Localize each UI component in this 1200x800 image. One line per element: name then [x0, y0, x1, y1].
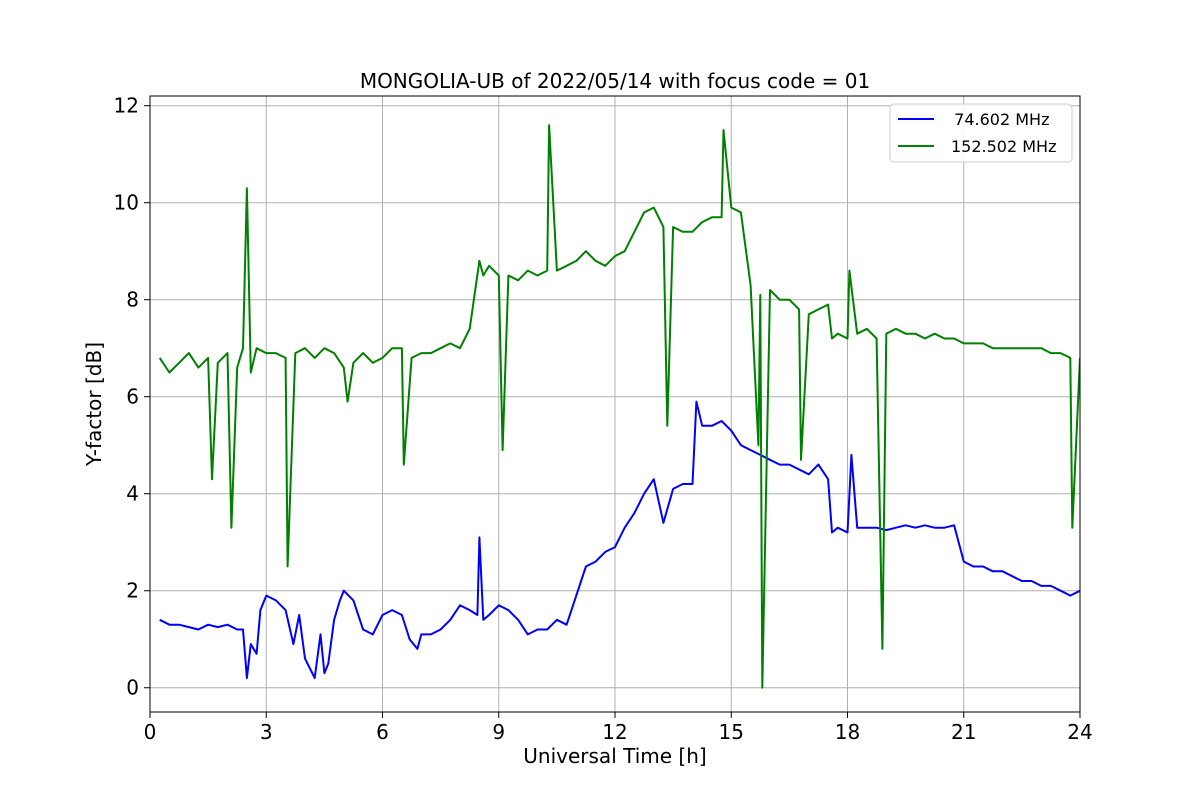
series-layer — [158, 124, 1080, 689]
y-tick-label: 6 — [126, 385, 139, 409]
legend-label-74-mhz: 74.602 MHz — [944, 110, 1049, 129]
series-line-74-mhz — [159, 400, 1080, 679]
x-tick-label: 15 — [719, 720, 744, 744]
legend: 74.602 MHz 152.502 MHz — [889, 103, 1073, 163]
x-tick-label: 24 — [1067, 720, 1092, 744]
x-tick-label: 18 — [835, 720, 860, 744]
y-axis: 0 2 4 6 8 10 12 — [114, 94, 150, 700]
x-tick-label: 0 — [144, 720, 157, 744]
y-tick-label: 2 — [126, 579, 139, 603]
y-tick-label: 0 — [126, 676, 139, 700]
y-tick-label: 12 — [114, 94, 139, 118]
y-tick-label: 10 — [114, 191, 139, 215]
x-axis-label: Universal Time [h] — [523, 744, 706, 768]
x-tick-label: 6 — [376, 720, 389, 744]
legend-box — [889, 103, 1073, 163]
legend-label-152-mhz: 152.502 MHz — [951, 137, 1056, 156]
x-tick-label: 3 — [260, 720, 273, 744]
series-line-152-mhz — [158, 124, 1080, 689]
y-tick-label: 8 — [126, 288, 139, 312]
chart-title: MONGOLIA-UB of 2022/05/14 with focus cod… — [360, 69, 870, 93]
x-tick-label: 21 — [951, 720, 976, 744]
x-axis: 0 3 6 9 12 15 18 21 24 — [144, 712, 1093, 744]
y-tick-label: 4 — [126, 482, 139, 506]
x-tick-label: 12 — [602, 720, 627, 744]
x-tick-label: 9 — [492, 720, 505, 744]
y-axis-label: Y-factor [dB] — [82, 342, 106, 467]
